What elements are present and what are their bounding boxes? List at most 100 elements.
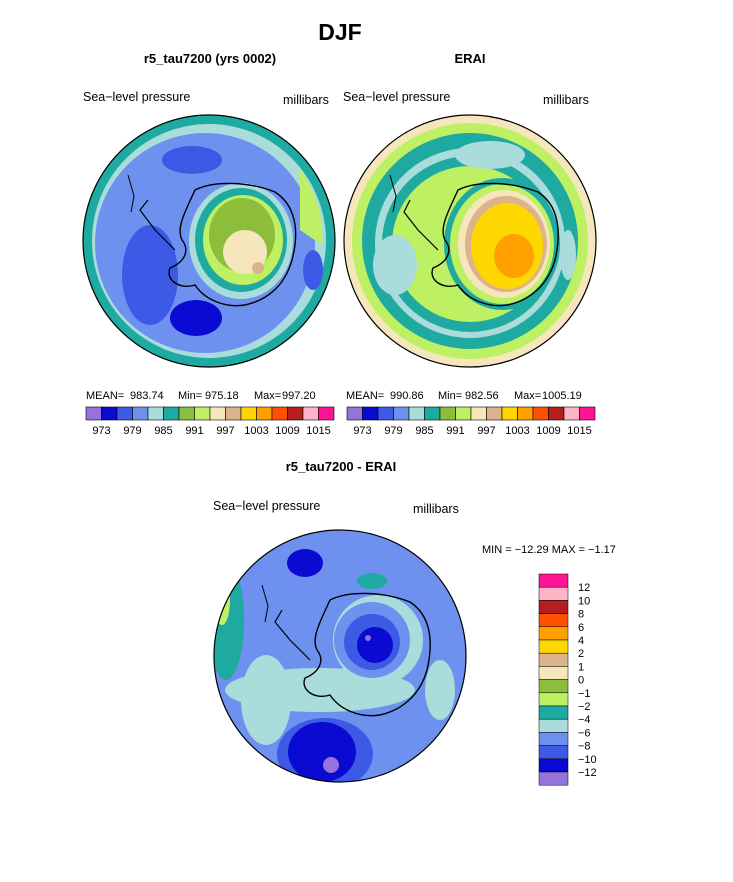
colorbar-tick-label: −10: [578, 754, 597, 766]
panel-erai-stats: MEAN= 990.86 Min= 982.56 Max= 1005.19: [346, 390, 582, 402]
panel-model-map: [83, 115, 335, 367]
colorbar-swatch: [209, 406, 226, 421]
colorbar-tick-label: 1003: [244, 425, 268, 437]
colorbar-swatch: [538, 573, 569, 588]
colorbar-swatch: [563, 406, 580, 421]
panel-model-title: r5_tau7200 (yrs 0002): [144, 51, 276, 66]
colorbar-swatch: [548, 406, 565, 421]
colorbar-swatch: [346, 406, 363, 421]
colorbar-swatch: [538, 652, 569, 667]
colorbar-tick-label: 2: [578, 648, 584, 660]
colorbar-tick-label: 991: [446, 425, 464, 437]
colorbar-tick-label: 997: [477, 425, 495, 437]
panel-model: r5_tau7200 (yrs 0002) Sea−level pressure…: [82, 51, 336, 437]
panel-diff-minmax: MIN = −12.29 MAX = −1.17: [482, 544, 616, 556]
panel-model-map-border: [82, 114, 336, 368]
colorbar-tick-label: 1015: [567, 425, 591, 437]
colorbar-tick-label: 985: [415, 425, 433, 437]
colorbar-swatch: [132, 406, 149, 421]
panel-diff-map-border: [213, 529, 467, 783]
panel-diff-field-label: Sea−level pressure: [213, 499, 320, 513]
colorbar-tick-label: −1: [578, 688, 591, 700]
colorbar-swatch: [408, 406, 425, 421]
panel-model-stats: MEAN= 983.74 Min= 975.18 Max= 997.20: [86, 390, 316, 402]
colorbar-tick-label: 1009: [536, 425, 560, 437]
colorbar-swatch: [287, 406, 304, 421]
panel-erai-map-border: [343, 114, 597, 368]
colorbar-swatch: [579, 406, 596, 421]
colorbar-swatch: [377, 406, 394, 421]
colorbar-swatch: [85, 406, 102, 421]
colorbar-swatch: [538, 692, 569, 707]
colorbar-tick-label: 1015: [306, 425, 330, 437]
colorbar-tick-label: −12: [578, 767, 597, 779]
colorbar-swatch: [538, 626, 569, 641]
panel-model-field-label: Sea−level pressure: [83, 90, 190, 104]
colorbar-swatch: [470, 406, 487, 421]
panel-erai-field-label: Sea−level pressure: [343, 90, 450, 104]
colorbar-swatch: [178, 406, 195, 421]
panel-model-colorbar: 973 979 985 991 997 1003 1009 1015: [85, 406, 335, 437]
colorbar-swatch: [424, 406, 441, 421]
colorbar-swatch: [240, 406, 257, 421]
panel-diff-map: [214, 530, 466, 782]
panel-erai: ERAI Sea−level pressure millibars: [343, 51, 597, 437]
colorbar-swatch: [271, 406, 288, 421]
panel-erai-colorbar: 973 979 985 991 997 1003 1009 1015: [346, 406, 596, 437]
colorbar-tick-label: 973: [92, 425, 110, 437]
colorbar-tick-label: 1009: [275, 425, 299, 437]
panel-erai-map: [344, 115, 596, 367]
colorbar-swatch: [486, 406, 503, 421]
colorbar-tick-label: 979: [384, 425, 402, 437]
colorbar-tick-label: −2: [578, 701, 591, 713]
colorbar-swatch: [538, 718, 569, 733]
colorbar-swatch: [393, 406, 410, 421]
colorbar-swatch: [532, 406, 549, 421]
panel-erai-title: ERAI: [454, 51, 485, 66]
colorbar-tick-label: 4: [578, 635, 584, 647]
colorbar-swatch: [225, 406, 242, 421]
colorbar-swatch: [302, 406, 319, 421]
colorbar-swatch: [318, 406, 335, 421]
panel-erai-units: millibars: [543, 93, 589, 107]
colorbar-swatch: [147, 406, 164, 421]
colorbar-tick-label: −4: [578, 714, 591, 726]
colorbar-tick-label: 10: [578, 595, 590, 607]
colorbar-swatch: [538, 732, 569, 746]
colorbar-swatch: [538, 639, 569, 654]
colorbar-swatch: [538, 771, 569, 786]
colorbar-tick-label: 1: [578, 661, 584, 673]
colorbar-swatch: [538, 600, 569, 614]
colorbar-swatch: [256, 406, 273, 421]
colorbar-swatch: [538, 586, 569, 601]
figure-title: DJF: [318, 19, 361, 45]
colorbar-swatch: [116, 406, 133, 421]
colorbar-tick-label: 6: [578, 622, 584, 634]
colorbar-tick-label: 0: [578, 675, 584, 687]
colorbar-swatch: [538, 758, 569, 773]
colorbar-swatch: [538, 613, 569, 628]
colorbar-tick-label: 979: [123, 425, 141, 437]
colorbar-swatch: [538, 679, 569, 694]
panel-diff-units: millibars: [413, 502, 459, 516]
colorbar-tick-label: 997: [216, 425, 234, 437]
colorbar-tick-label: 991: [185, 425, 203, 437]
colorbar-swatch: [538, 705, 569, 720]
colorbar-swatch: [455, 406, 472, 421]
colorbar-swatch: [501, 406, 518, 421]
colorbar-swatch: [101, 406, 118, 421]
colorbar-swatch: [163, 406, 180, 421]
panel-model-units: millibars: [283, 93, 329, 107]
colorbar-tick-label: −6: [578, 727, 591, 739]
colorbar-swatch: [362, 406, 379, 421]
panel-diff: r5_tau7200 - ERAI Sea−level pressure mil…: [213, 459, 616, 786]
colorbar-tick-label: 973: [353, 425, 371, 437]
colorbar-tick-label: 8: [578, 609, 584, 621]
colorbar-swatch: [439, 406, 456, 421]
colorbar-swatch: [194, 406, 211, 421]
panel-diff-title: r5_tau7200 - ERAI: [286, 459, 397, 474]
colorbar-swatch: [517, 406, 534, 421]
colorbar-tick-label: 12: [578, 582, 590, 594]
